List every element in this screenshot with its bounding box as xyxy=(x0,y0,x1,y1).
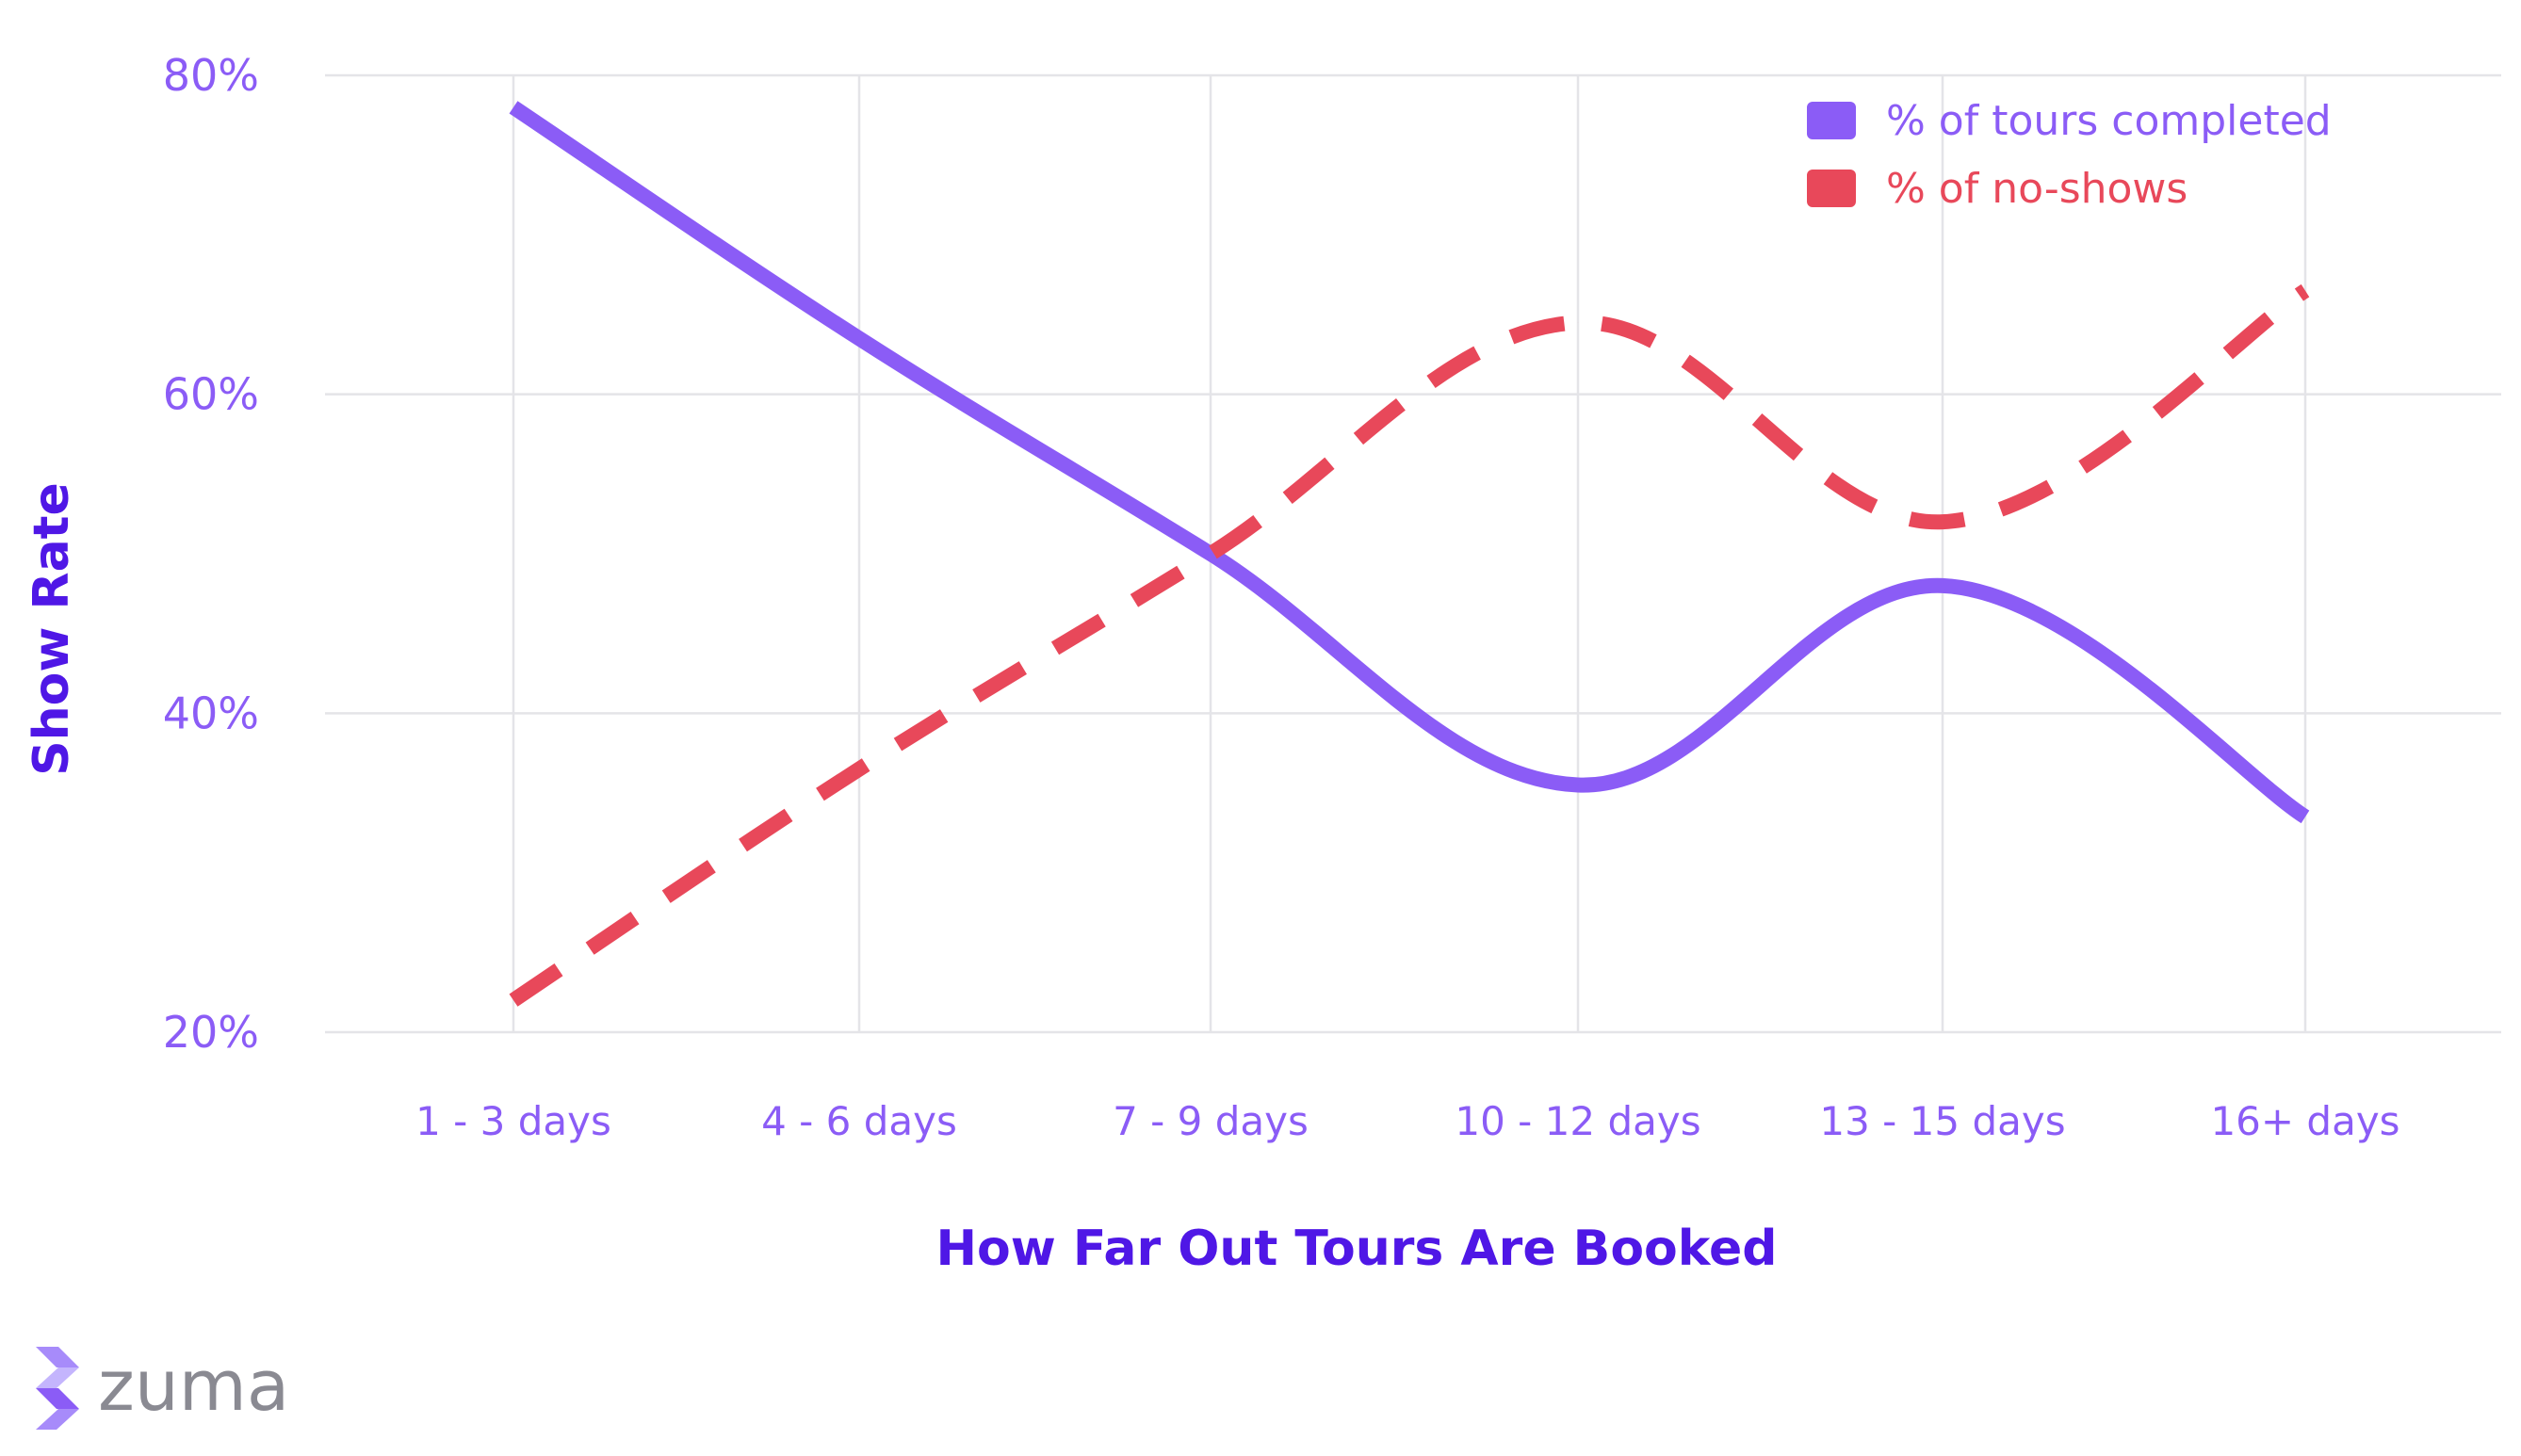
legend-label: % of no-shows xyxy=(1886,165,2188,213)
legend-swatch xyxy=(1807,102,1856,139)
logo-wordmark: zuma xyxy=(98,1346,289,1427)
x-tick-label: 1 - 3 days xyxy=(415,1098,611,1144)
x-tick-label: 13 - 15 days xyxy=(1819,1098,2065,1144)
y-axis-ticks: 20% 40% 60% 80% xyxy=(163,50,259,1058)
x-tick-label: 7 - 9 days xyxy=(1113,1098,1309,1144)
zuma-logo: zuma xyxy=(36,1346,289,1430)
x-tick-label: 4 - 6 days xyxy=(761,1098,957,1144)
grid xyxy=(325,75,2501,1032)
series-line-tours-completed xyxy=(513,107,2305,817)
y-tick-label: 40% xyxy=(163,688,259,738)
x-tick-label: 16+ days xyxy=(2210,1098,2399,1144)
legend-swatch xyxy=(1807,170,1856,207)
y-tick-label: 60% xyxy=(163,369,259,420)
y-tick-label: 80% xyxy=(163,50,259,101)
y-tick-label: 20% xyxy=(163,1007,259,1058)
series-lines xyxy=(513,107,2305,1000)
y-axis-title: Show Rate xyxy=(24,482,80,776)
legend: % of tours completed % of no-shows xyxy=(1807,97,2332,213)
legend-label: % of tours completed xyxy=(1886,97,2332,145)
series-line-no-shows xyxy=(513,291,2305,1001)
zuma-logo-icon xyxy=(36,1347,79,1430)
x-axis-title: How Far Out Tours Are Booked xyxy=(936,1221,1778,1277)
x-axis-ticks: 1 - 3 days 4 - 6 days 7 - 9 days 10 - 12 da… xyxy=(415,1098,2399,1144)
x-tick-label: 10 - 12 days xyxy=(1455,1098,1700,1144)
